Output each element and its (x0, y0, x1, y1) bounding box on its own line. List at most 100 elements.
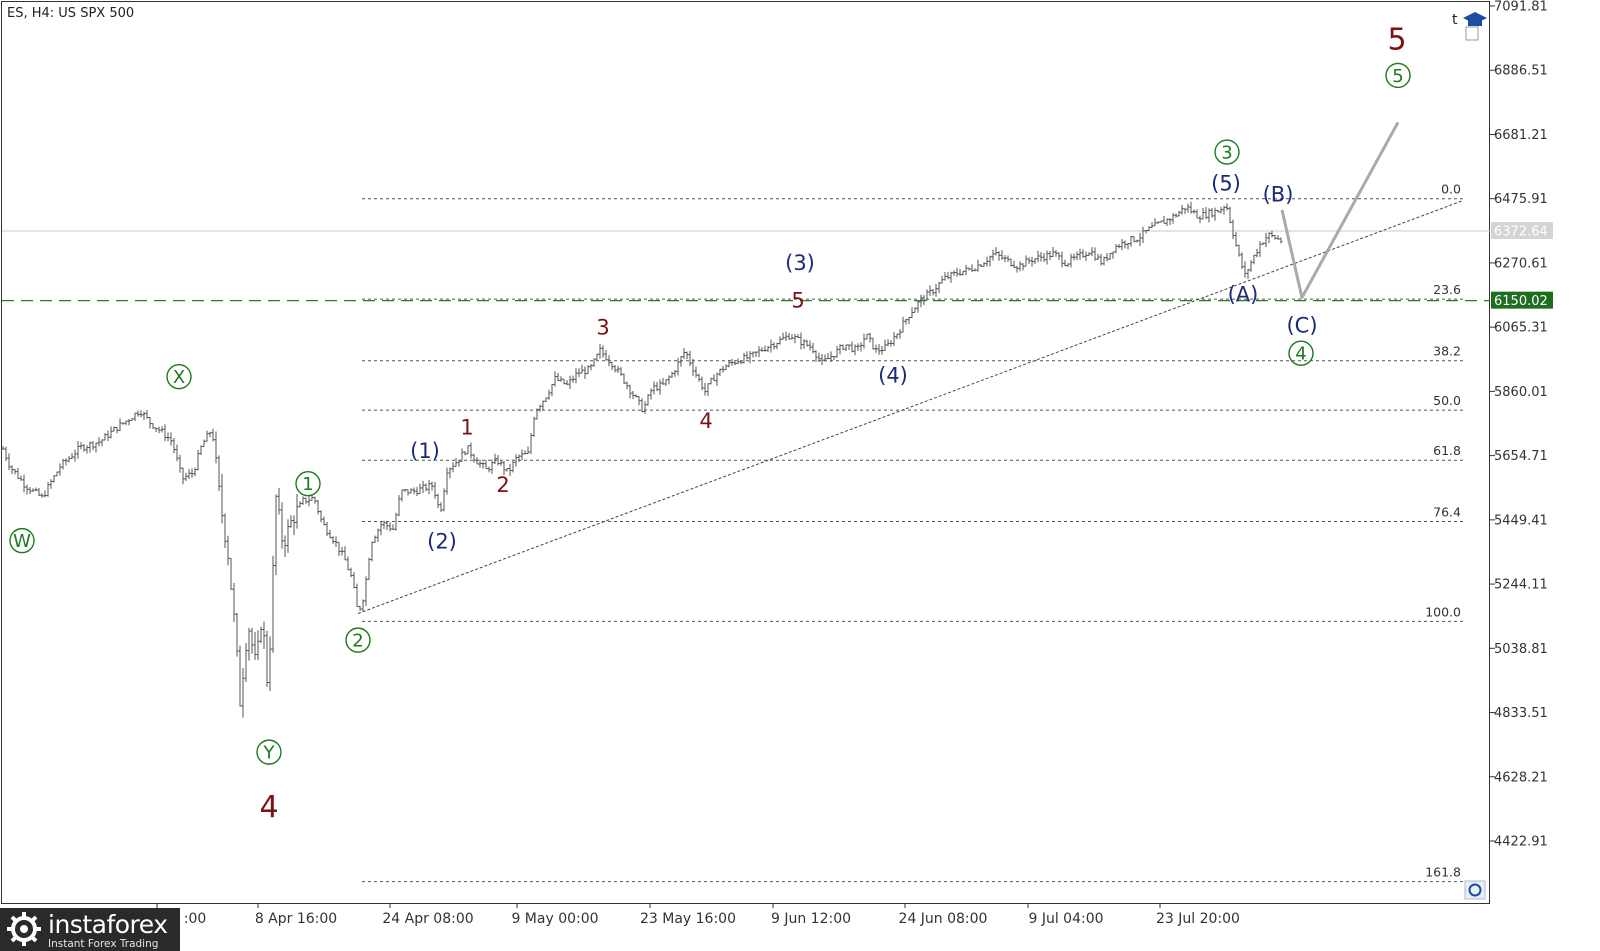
price-bar-329 (988, 255, 992, 267)
price-bar-183 (550, 383, 554, 397)
price-bar-70 (211, 428, 215, 442)
price-bar-396 (1189, 201, 1193, 214)
price-bar-345 (1036, 250, 1040, 263)
price-bar-101 (304, 497, 308, 504)
price-bar-260 (781, 332, 785, 340)
price-bar-334 (1003, 254, 1007, 262)
wave-label-1: X (166, 363, 192, 390)
price-bar-272 (817, 352, 821, 362)
x-tick-label-5: 9 Jun 12:00 (771, 911, 851, 927)
price-bar-220 (661, 377, 665, 385)
price-bar-280 (841, 344, 845, 350)
price-bar-370 (1111, 251, 1115, 259)
price-bar-140 (421, 480, 425, 494)
price-bar-395 (1186, 203, 1190, 213)
price-bar-422 (1267, 232, 1271, 244)
price-bar-44 (133, 412, 137, 422)
price-bar-411 (1234, 232, 1238, 247)
y-tick-label-7: 5654.71 (1494, 449, 1548, 464)
price-bar-154 (463, 451, 467, 456)
price-bar-180 (541, 400, 545, 410)
wave-label-21-circle (1385, 62, 1411, 89)
price-bar-97 (292, 515, 296, 536)
price-bar-235 (706, 383, 710, 397)
price-bar-79 (238, 645, 242, 707)
price-bar-282 (847, 344, 851, 351)
y-tick-label-0: 7091.81 (1494, 0, 1548, 15)
price-bar-157 (472, 453, 476, 463)
price-bar-172 (517, 454, 521, 462)
price-bar-256 (769, 339, 773, 353)
price-bar-424 (1273, 234, 1277, 240)
price-bar-170 (511, 461, 515, 473)
price-bar-51 (154, 427, 158, 433)
price-bar-200 (601, 345, 605, 358)
price-bar-62 (187, 468, 191, 480)
price-bar-171 (514, 454, 518, 467)
price-bar-324 (973, 268, 977, 272)
price-bar-326 (979, 264, 983, 267)
price-bar-269 (808, 340, 812, 351)
wave-label-7: (2) (427, 530, 457, 554)
t-letter-icon[interactable]: t (1452, 12, 1458, 28)
price-bar-142 (427, 479, 431, 495)
x-tick-label-3: 9 May 00:00 (511, 911, 598, 927)
price-bar-56 (169, 432, 173, 446)
price-bar-335 (1006, 255, 1010, 263)
price-bar-361 (1084, 251, 1088, 261)
price-bar-122 (367, 557, 371, 580)
price-bar-14 (43, 490, 47, 498)
price-bar-111 (334, 536, 338, 548)
level-price-badge (1491, 291, 1553, 309)
price-bar-325 (976, 259, 980, 272)
price-bar-287 (862, 333, 866, 349)
price-bar-123 (370, 541, 374, 562)
price-bar-301 (904, 318, 908, 325)
price-bar-39 (118, 418, 122, 432)
wave-label-16: (5) (1211, 171, 1241, 195)
price-bar-52 (157, 426, 161, 434)
price-bar-163 (490, 459, 494, 474)
price-bar-130 (391, 524, 395, 530)
price-bar-77 (232, 582, 236, 622)
graduation-cap-icon[interactable] (1463, 12, 1487, 26)
fib-label-4: 61.8 (1433, 443, 1461, 458)
price-bar-156 (469, 442, 473, 459)
wave-label-14-text: (4) (878, 364, 908, 388)
y-tick-label-10: 5038.81 (1494, 642, 1548, 657)
price-bar-312 (937, 281, 941, 293)
price-bar-227 (682, 348, 686, 360)
price-bar-354 (1063, 259, 1067, 267)
price-bar-71 (214, 431, 218, 464)
price-bar-31 (94, 442, 98, 453)
price-bar-204 (613, 364, 617, 373)
price-bar-423 (1270, 230, 1274, 238)
projection-path (1280, 121, 1400, 300)
price-bar-362 (1087, 252, 1091, 256)
fib-label-7: 161.8 (1425, 865, 1461, 880)
price-bar-147 (442, 488, 446, 512)
price-bar-173 (520, 449, 524, 461)
price-bar-93 (280, 502, 284, 549)
wave-label-2: Y (256, 739, 282, 765)
price-bar-116 (349, 567, 353, 578)
price-bar-270 (811, 342, 815, 354)
price-bar-2 (7, 453, 11, 471)
price-bar-125 (376, 528, 380, 542)
price-bar-28 (85, 445, 89, 454)
price-bar-30 (91, 440, 95, 451)
trade-panel-icon[interactable] (1465, 26, 1479, 41)
price-bar-213 (640, 398, 644, 413)
price-bar-148 (445, 467, 449, 495)
x-tick-label-6: 24 Jun 08:00 (899, 911, 988, 927)
price-bar-284 (853, 344, 857, 356)
settings-circle-icon[interactable] (1464, 880, 1486, 900)
price-bar-195 (586, 365, 590, 375)
price-bar-363 (1090, 247, 1094, 257)
price-bar-246 (739, 360, 743, 365)
price-bar-355 (1066, 263, 1070, 268)
price-bar-215 (646, 394, 650, 406)
price-bar-351 (1054, 250, 1058, 257)
price-bar-102 (307, 494, 311, 507)
wave-label-21: 5 (1385, 62, 1411, 89)
